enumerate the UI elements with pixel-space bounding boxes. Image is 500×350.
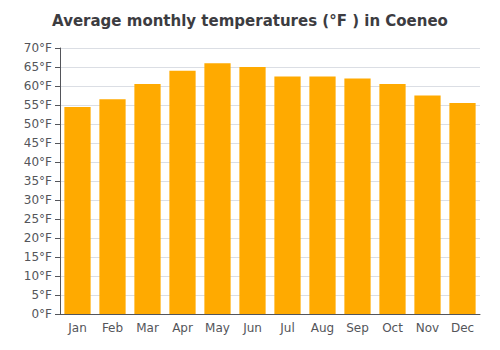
svg-text:Jan: Jan xyxy=(67,321,87,335)
svg-text:55°F: 55°F xyxy=(24,98,52,112)
svg-text:Jul: Jul xyxy=(279,321,294,335)
svg-text:10°F: 10°F xyxy=(24,269,52,283)
svg-text:Sep: Sep xyxy=(346,321,369,335)
svg-text:65°F: 65°F xyxy=(24,60,52,74)
svg-text:45°F: 45°F xyxy=(24,136,52,150)
svg-text:Apr: Apr xyxy=(172,321,193,335)
svg-text:50°F: 50°F xyxy=(24,117,52,131)
svg-text:Feb: Feb xyxy=(102,321,123,335)
svg-text:20°F: 20°F xyxy=(24,231,52,245)
svg-text:Nov: Nov xyxy=(416,321,439,335)
svg-text:Oct: Oct xyxy=(382,321,403,335)
svg-text:35°F: 35°F xyxy=(24,174,52,188)
svg-text:60°F: 60°F xyxy=(24,79,52,93)
svg-text:Jun: Jun xyxy=(242,321,262,335)
svg-text:70°F: 70°F xyxy=(24,41,52,55)
svg-text:Aug: Aug xyxy=(311,321,334,335)
svg-text:5°F: 5°F xyxy=(31,288,52,302)
svg-text:Average monthly temperatures (: Average monthly temperatures (°F ) in Co… xyxy=(52,12,448,30)
svg-text:15°F: 15°F xyxy=(24,250,52,264)
svg-text:May: May xyxy=(205,321,230,335)
svg-text:Mar: Mar xyxy=(136,321,159,335)
svg-text:40°F: 40°F xyxy=(24,155,52,169)
svg-text:Dec: Dec xyxy=(451,321,474,335)
svg-text:25°F: 25°F xyxy=(24,212,52,226)
svg-text:0°F: 0°F xyxy=(31,307,52,321)
svg-text:30°F: 30°F xyxy=(24,193,52,207)
